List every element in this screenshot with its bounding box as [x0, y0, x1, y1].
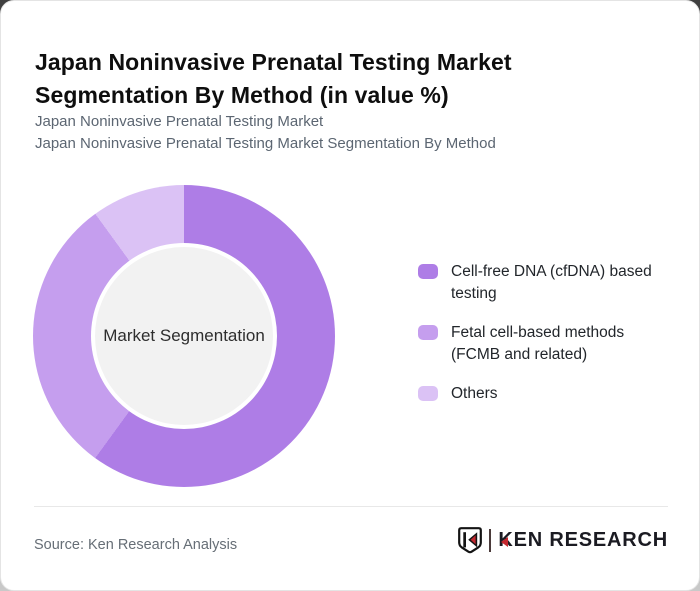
logo-wordmark-text: KEN RESEARCH [498, 529, 668, 551]
donut-chart: Market Segmentation [33, 185, 335, 487]
legend-label: Cell-free DNA (cfDNA) based testing [451, 263, 652, 302]
donut-chart-area: Market Segmentation [33, 185, 335, 487]
source-note: Source: Ken Research Analysis [34, 537, 238, 553]
logo-divider [489, 529, 492, 552]
legend-label: Others [451, 385, 498, 402]
legend: Cell-free DNA (cfDNA) based testing Fetal… [418, 261, 668, 405]
subtitle-line-2: Japan Noninvasive Prenatal Testing Marke… [35, 135, 496, 152]
legend-swatch [418, 264, 438, 279]
donut-hole: Market Segmentation [91, 243, 277, 429]
donut-center-label: Market Segmentation [103, 326, 265, 345]
donut-center: Market Segmentation [95, 247, 273, 425]
subtitle-line-1: Japan Noninvasive Prenatal Testing Marke… [35, 113, 324, 130]
legend-label: Fetal cell-based methods (FCMB and relat… [451, 324, 625, 363]
chart-subtitles: Japan Noninvasive Prenatal Testing Marke… [35, 111, 496, 155]
legend-swatch [418, 386, 438, 401]
legend-swatch [418, 325, 438, 340]
legend-item: Others [418, 383, 668, 405]
page-title: Japan Noninvasive Prenatal Testing Marke… [35, 49, 512, 109]
logo-k-red-triangle-icon [501, 537, 509, 547]
logo-shield-icon [458, 527, 483, 554]
legend-item: Cell-free DNA (cfDNA) based testing [418, 261, 668, 305]
logo-wordmark: KEN RESEARCH [498, 529, 668, 552]
footer-divider [34, 506, 668, 507]
ken-research-logo: KEN RESEARCH [458, 527, 668, 554]
legend-item: Fetal cell-based methods (FCMB and relat… [418, 322, 668, 366]
